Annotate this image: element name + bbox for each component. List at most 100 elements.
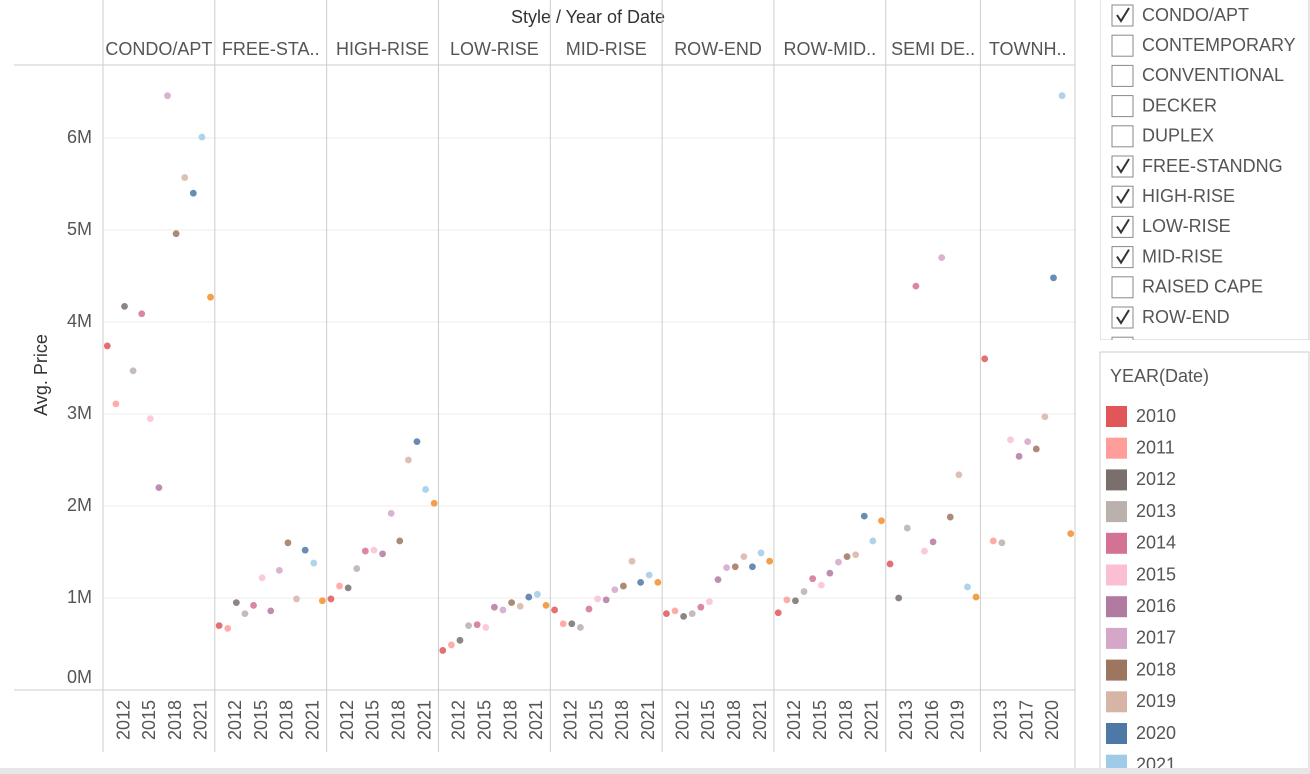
data-point <box>645 571 653 579</box>
data-point <box>353 565 361 572</box>
legend-swatch <box>1106 501 1127 523</box>
legend-swatch <box>1106 406 1127 427</box>
data-point <box>250 601 257 609</box>
status-bar <box>0 768 1310 774</box>
filter-label[interactable]: RAISED CAPE <box>1142 277 1263 297</box>
data-point <box>224 624 232 632</box>
data-point <box>989 537 997 545</box>
data-point <box>387 509 395 517</box>
x-tick-label: 2012 <box>672 700 692 740</box>
filter-label[interactable]: ROW-END <box>1142 307 1230 327</box>
checkbox[interactable] <box>1111 34 1134 57</box>
data-point <box>439 647 447 654</box>
data-point <box>817 581 825 589</box>
x-tick-label: 2018 <box>277 700 297 740</box>
checkbox[interactable] <box>1111 4 1134 27</box>
data-point <box>938 254 946 261</box>
x-tick-label: 2015 <box>363 700 383 740</box>
checkbox[interactable] <box>1111 336 1134 358</box>
x-tick-label: 2015 <box>139 700 159 740</box>
data-point <box>731 563 739 571</box>
data-point <box>1050 274 1057 282</box>
data-point <box>1058 92 1066 100</box>
data-point <box>172 230 180 238</box>
data-point <box>878 517 885 525</box>
checkbox[interactable] <box>1111 64 1134 87</box>
checkbox[interactable] <box>1111 155 1134 178</box>
data-point <box>327 595 335 603</box>
data-point <box>620 582 627 590</box>
checkmark <box>1116 7 1130 23</box>
data-point <box>663 610 670 618</box>
checkbox[interactable] <box>1111 185 1134 208</box>
filter-label[interactable]: CONDO/APT <box>1142 5 1249 25</box>
data-point <box>404 456 412 464</box>
legend-label: 2012 <box>1136 469 1176 489</box>
data-point <box>912 282 920 290</box>
legend-label: 2018 <box>1136 659 1176 679</box>
x-tick-label: 2021 <box>526 700 546 740</box>
data-point <box>198 133 206 141</box>
data-point <box>1041 413 1049 421</box>
data-point <box>946 513 954 521</box>
checkbox[interactable] <box>1111 276 1134 299</box>
checkbox[interactable] <box>1111 215 1134 238</box>
x-tick-label: 2013 <box>991 700 1011 740</box>
data-point <box>809 575 817 583</box>
legend-label: 2014 <box>1136 533 1176 553</box>
data-point <box>766 557 774 565</box>
y-tick-label: 2M <box>67 495 92 515</box>
x-tick-label: 2012 <box>337 700 357 740</box>
legend-label: 2015 <box>1136 564 1176 584</box>
filter-panel: CONDO/APT CONTEMPORARY CONVENTIONAL DECKER D… <box>1100 0 1310 358</box>
data-point <box>1024 438 1032 445</box>
filter-label[interactable]: MID-RISE <box>1142 246 1223 266</box>
data-point <box>792 597 799 605</box>
filter-label[interactable]: CONVENTIONAL <box>1142 65 1284 85</box>
panel-label: ROW-END <box>674 39 762 59</box>
data-point <box>112 400 120 408</box>
filter-label[interactable]: CONTEMPORARY <box>1142 35 1296 55</box>
data-point <box>697 603 705 611</box>
filter-label[interactable]: HIGH-RISE <box>1142 186 1235 206</box>
data-point <box>955 471 963 479</box>
legend-swatch <box>1106 596 1127 618</box>
legend-label: 2017 <box>1136 628 1176 648</box>
x-tick-label: 2018 <box>836 700 856 740</box>
checkbox[interactable] <box>1111 246 1134 269</box>
panel-label: LOW-RISE <box>450 39 539 59</box>
panel-border <box>1100 0 1310 340</box>
data-point <box>964 583 971 591</box>
legend-title: YEAR(Date) <box>1110 366 1209 386</box>
x-tick-label: 2015 <box>475 700 495 740</box>
checkmark <box>1116 188 1130 205</box>
data-point <box>774 609 782 617</box>
data-point <box>783 596 791 604</box>
filter-label[interactable]: FREE-STANDNG <box>1142 156 1283 176</box>
data-point <box>568 620 576 628</box>
data-point <box>706 598 713 606</box>
x-tick-label: 2018 <box>389 700 409 740</box>
data-point <box>714 576 722 583</box>
data-point <box>146 415 154 422</box>
data-point <box>929 538 937 546</box>
filter-label[interactable]: DUPLEX <box>1142 126 1214 146</box>
data-point <box>284 539 292 547</box>
data-point <box>835 558 842 566</box>
data-point <box>181 174 189 181</box>
panel-label: TOWNH.. <box>989 39 1067 59</box>
filter-label[interactable]: LOW-RISE <box>1142 216 1231 236</box>
checkbox[interactable] <box>1111 306 1134 329</box>
data-point <box>232 599 240 606</box>
checkbox[interactable] <box>1111 125 1134 148</box>
filter-label[interactable]: DECKER <box>1142 95 1217 115</box>
x-tick-label: 2017 <box>1016 700 1036 740</box>
data-point <box>749 563 756 571</box>
checkbox[interactable] <box>1111 95 1134 118</box>
data-point <box>895 594 903 602</box>
x-tick-label: 2015 <box>810 700 830 740</box>
data-point <box>551 606 558 614</box>
filter-label[interactable]: ROW-MIDDLE <box>1142 337 1260 357</box>
chart-title: Style / Year of Date <box>511 7 665 27</box>
